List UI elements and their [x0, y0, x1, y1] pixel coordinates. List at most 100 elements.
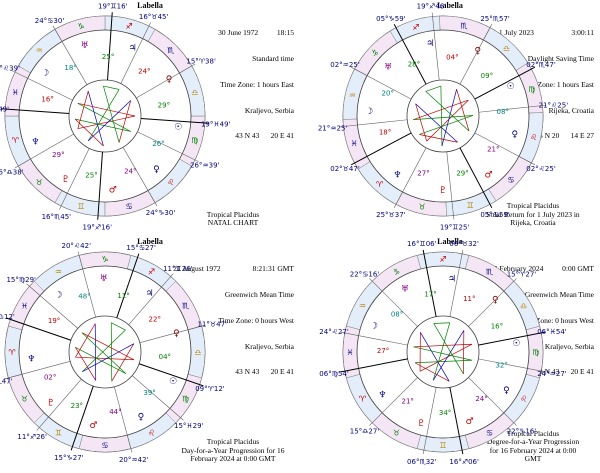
planet-glyph-icon: ♀ [153, 165, 160, 175]
planet-degree-label: 16° [491, 323, 503, 331]
planet-glyph-icon: ♃ [426, 39, 434, 49]
house-cusp-line [474, 66, 536, 100]
aspect-line [75, 346, 127, 374]
aspect-line [75, 347, 97, 381]
aspect-line [420, 332, 450, 382]
house-cusp-label: 22°♑16' [507, 427, 537, 435]
astro-wheel: ♈ ♉ ♊ ♋ ♌ ♍ ♎ ♏ ♐ ♑ ♒ ♓ 09°♎12' 11°♏47' 11°♐26' 15°♑27'… [0, 242, 227, 464]
info-line: 1 July 2023 3:00:11 [498, 28, 594, 38]
planet-glyph-icon: ♅ [100, 274, 108, 284]
house-cusp-line [393, 147, 427, 208]
aspect-line [433, 323, 464, 375]
house-cusp-line [350, 132, 412, 166]
footer-line: Tropical Placidus [206, 209, 260, 219]
planet-glyph-icon: ☉ [174, 122, 182, 132]
planet-degree-label: 19° [48, 317, 60, 325]
planet-degree-label: 04° [446, 54, 458, 62]
house-cusp-line [369, 278, 418, 327]
house-cusp-line [138, 363, 204, 387]
planet-glyph-icon: ☉ [507, 82, 515, 92]
planet-glyph-icon: ♃ [129, 43, 137, 53]
chart-info: 21 August 1972 8:21:31 GMT Greenwich Mea… [129, 248, 294, 394]
sign-glyph-icon: ♋ [125, 202, 132, 211]
planet-glyph-icon: ♆ [378, 390, 386, 400]
house-cusp-label: 06°♉32' [449, 240, 479, 248]
sign-glyph-icon: ♉ [393, 429, 400, 438]
footer-line: Tropical Placidus [506, 428, 560, 438]
footer-line: February 2024 at 0:00 GMT [190, 454, 276, 464]
aspect-line [103, 85, 120, 143]
aspect-line [415, 103, 427, 142]
aspect-line [426, 99, 469, 142]
house-cusp-label: 06°♏32' [407, 458, 437, 466]
footer-line: Tropical Placidus [506, 201, 560, 211]
planet-glyph-icon: ♆ [27, 354, 35, 364]
aspect-line [87, 91, 104, 147]
house-cusp-line [107, 12, 113, 81]
aspect-line [81, 332, 127, 374]
aspect-line [413, 346, 472, 361]
planet-degree-label: 20° [382, 90, 394, 98]
sign-glyph-icon: ♐ [412, 23, 419, 32]
planet-degree-label: 08° [497, 108, 509, 116]
house-cusp-label: 19°♍49' [0, 105, 9, 113]
house-cusp-line [4, 361, 71, 380]
house-cusp-label: 21°♌25' [539, 101, 569, 109]
planet-glyph-icon: ♇ [62, 175, 70, 185]
planet-degree-label: 21° [487, 146, 499, 154]
house-cusp-line [340, 331, 408, 346]
planet-glyph-icon: ♀ [503, 386, 510, 396]
aspect-line [419, 134, 458, 143]
house-cusp-line [77, 251, 96, 318]
aspect-line [414, 362, 450, 382]
planet-glyph-icon: ♂ [109, 186, 117, 196]
house-cusp-line [70, 385, 94, 451]
sign-glyph-icon: ♒ [36, 46, 43, 55]
aspect-line [111, 322, 126, 331]
planet-glyph-icon: ♃ [145, 289, 153, 299]
planet-glyph-icon: ♂ [465, 417, 473, 427]
aspect-line [110, 322, 113, 382]
planet-degree-label: 18° [64, 64, 76, 72]
footer-line: Solar Return for 1 July 2023 in [486, 209, 580, 219]
planet-glyph-icon: ☉ [512, 339, 520, 349]
planet-degree-label: 44° [109, 408, 121, 416]
house-cusp-label: 15°♍29' [6, 276, 36, 284]
aspect-line [419, 115, 474, 135]
planet-glyph-icon: ♇ [439, 186, 447, 196]
aspect-line [456, 89, 470, 132]
house-cusp-line [128, 273, 174, 326]
chart-info: 30 June 1972 18:15 Standard time Time Zo… [129, 12, 294, 158]
house-cusp-line [131, 375, 184, 421]
planet-degree-label: 22° [149, 315, 161, 323]
house-cusp-line [59, 148, 90, 210]
planet-degree-label: 17° [424, 290, 436, 298]
house-cusp-label: 16°♊06' [407, 240, 437, 248]
aspect-line [425, 91, 470, 132]
house-cusp-line [478, 331, 546, 346]
planet-glyph-icon: ☽ [41, 69, 49, 79]
house-cusp-label: 20°♌42' [62, 242, 92, 250]
planet-degree-label: 09° [481, 72, 493, 80]
aspect-circle [406, 79, 480, 153]
sign-glyph-icon: ♑ [393, 267, 400, 276]
chart-footer: Tropical Placidus Solar Return for 1 Jul… [474, 202, 592, 228]
chart-footer: Tropical Placidus Degree-for-a-Year Prog… [474, 428, 592, 464]
house-cusp-line [340, 358, 408, 373]
astro-wheel: ♈ ♉ ♊ ♋ ♌ ♍ ♎ ♏ ♐ ♑ ♒ ♓ 06°♍54' 15°♎27' 06°♏32' 16°♐06'… [319, 240, 567, 466]
astro-wheel: ♈ ♉ ♊ ♋ ♌ ♍ ♎ ♏ ♐ ♑ ♒ ♓19°♍49' 15°♎38' 16°♏45' 19°♐16'… [0, 2, 231, 231]
aspect-line [413, 99, 469, 120]
house-cusp-label: 19°♓49' [201, 121, 231, 129]
aspect-line [432, 322, 451, 381]
house-cusp-label: 26°♌39' [0, 64, 20, 72]
aspect-line [82, 329, 126, 372]
info-line: 21 August 1972 8:21:31 GMT [173, 264, 294, 274]
house-cusp-label: 15°♈27' [507, 271, 537, 279]
info-line: Time Zone: 1 hours East [220, 79, 294, 89]
sign-glyph-icon: ♊ [439, 441, 446, 450]
house-cusp-line [478, 104, 547, 113]
sign-glyph-icon: ♎ [191, 88, 198, 97]
sign-glyph-icon: ♓ [12, 88, 19, 97]
sign-glyph-icon: ♋ [101, 441, 108, 450]
chart-panel-natal: Labella 30 June 1972 18:15 Standard time… [0, 0, 300, 236]
